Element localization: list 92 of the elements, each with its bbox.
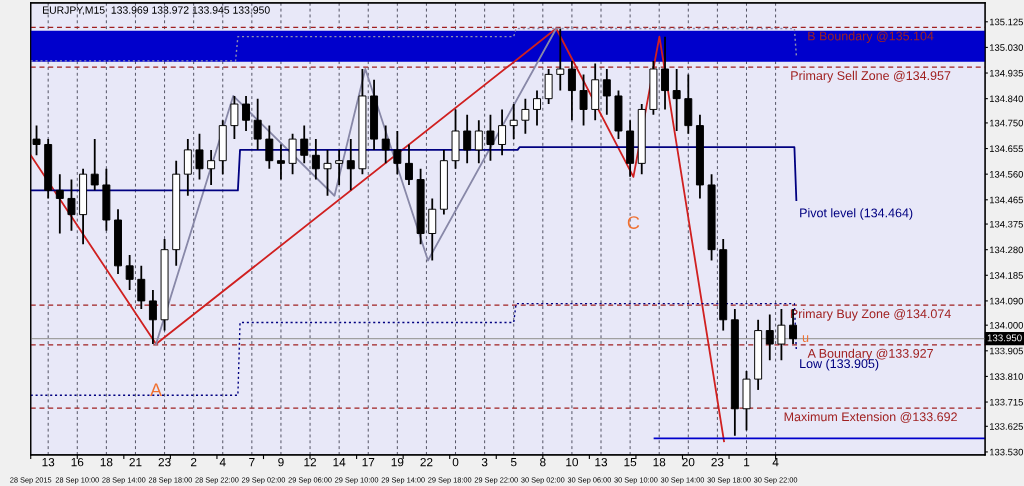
candlestick bbox=[672, 68, 681, 132]
candlestick bbox=[567, 59, 576, 122]
candlestick bbox=[404, 143, 413, 186]
candlestick bbox=[474, 119, 483, 165]
x2-tick-label: 2 bbox=[190, 457, 197, 467]
y-tick-label: 134.090 bbox=[989, 297, 1024, 305]
x2-tick-label: 16 bbox=[71, 457, 84, 467]
x2-tick-label: 4 bbox=[772, 458, 779, 467]
y-tick-label: 133.530 bbox=[989, 448, 1024, 456]
x2-tick-label: 13 bbox=[42, 457, 55, 467]
y-tick-label: 134.280 bbox=[989, 246, 1024, 254]
candlestick bbox=[137, 264, 146, 310]
x2-tick-label: 17 bbox=[362, 458, 375, 467]
x2-tick-label: 7 bbox=[249, 458, 255, 467]
candlestick bbox=[67, 178, 76, 232]
y-tick-label: 134.750 bbox=[989, 119, 1024, 127]
annotation: A bbox=[150, 383, 163, 396]
candlestick bbox=[311, 138, 320, 181]
candlestick bbox=[207, 148, 216, 186]
x2-tick-label: 1 bbox=[744, 458, 750, 467]
y-tick-label: 133.625 bbox=[989, 423, 1023, 430]
x2-tick-label: 4 bbox=[219, 458, 226, 467]
y-tick-label: 135.125 bbox=[989, 18, 1023, 26]
x2-tick-label: 19 bbox=[391, 457, 404, 467]
y-tick-label: 133.810 bbox=[989, 373, 1024, 380]
x2-tick-label: 8 bbox=[540, 457, 546, 467]
candlestick bbox=[393, 130, 402, 176]
candlestick bbox=[195, 132, 204, 181]
x2-tick-label: 22 bbox=[420, 457, 433, 467]
candlestick bbox=[323, 148, 332, 197]
x2-tick-label: 18 bbox=[100, 457, 113, 467]
series-label: Low (133.905) bbox=[800, 358, 879, 371]
y-tick-label: 134.465 bbox=[989, 196, 1023, 204]
candlestick bbox=[381, 124, 390, 165]
y-tick-label: 134.840 bbox=[989, 95, 1024, 103]
candlestick bbox=[230, 95, 239, 141]
x2-tick-label: 14 bbox=[333, 458, 346, 467]
candlestick bbox=[463, 113, 472, 165]
candlestick bbox=[498, 108, 507, 157]
candlestick bbox=[125, 254, 134, 292]
x2-tick-label: 13 bbox=[595, 457, 608, 467]
candlestick bbox=[556, 27, 565, 92]
x2-tick-label: 20 bbox=[682, 457, 695, 467]
candlestick bbox=[148, 289, 157, 345]
line-series bbox=[30, 146, 798, 201]
series-label: Pivot level (134.464) bbox=[800, 208, 913, 220]
x2-tick-label: 18 bbox=[653, 457, 666, 467]
x2-tick-label: 21 bbox=[129, 457, 142, 467]
candlestick bbox=[533, 89, 541, 127]
y-tick-label: 134.935 bbox=[989, 69, 1023, 77]
candlestick bbox=[276, 143, 285, 181]
x2-tick-label: 9 bbox=[278, 457, 284, 467]
y-tick-label: 133.905 bbox=[989, 347, 1023, 355]
x2-tick-label: 23 bbox=[158, 457, 171, 467]
candlestick bbox=[765, 313, 774, 362]
y-tick-label: 134.000 bbox=[989, 322, 1024, 329]
x2-tick-label: 15 bbox=[624, 458, 637, 467]
y-tick-label: 134.375 bbox=[989, 220, 1023, 228]
y-tick-label: 135.030 bbox=[989, 44, 1024, 51]
candlestick bbox=[265, 124, 274, 170]
candlestick bbox=[90, 138, 99, 192]
candlestick bbox=[777, 308, 786, 362]
y-tick-label: 134.655 bbox=[989, 145, 1023, 153]
y-tick-label: 134.560 bbox=[989, 170, 1024, 178]
x2-tick-label: 12 bbox=[304, 457, 317, 467]
ref-line-label: 133.950 bbox=[987, 334, 1022, 342]
candlestick bbox=[300, 124, 309, 165]
candlestick bbox=[335, 148, 344, 186]
x2-tick-label: 0 bbox=[452, 457, 459, 467]
annotation: C bbox=[627, 216, 640, 229]
ref-line-label: B Boundary @135.104 bbox=[808, 31, 934, 43]
chart-title: EURJPY,M15 133.969 133.972 133.945 133.950 bbox=[43, 6, 270, 15]
annotation: u bbox=[802, 335, 809, 343]
x2-tick-label: 5 bbox=[510, 458, 517, 467]
candlestick bbox=[242, 95, 251, 132]
x2-tick-label: 23 bbox=[711, 457, 724, 467]
candlestick bbox=[55, 173, 64, 235]
candlestick bbox=[521, 97, 530, 135]
candlestick bbox=[602, 68, 611, 116]
x2-tick-label: 10 bbox=[566, 457, 579, 467]
candlestick bbox=[253, 97, 262, 151]
candlestick bbox=[509, 103, 518, 141]
ref-line-label: Maximum Extension @133.692 bbox=[784, 412, 957, 423]
candlestick bbox=[661, 35, 670, 111]
candlestick bbox=[579, 73, 588, 127]
y-tick-label: 133.715 bbox=[989, 398, 1023, 406]
ref-line-label: Primary Sell Zone @134.957 bbox=[791, 70, 951, 83]
candlestick bbox=[346, 138, 355, 192]
x2-tick-label: 3 bbox=[481, 457, 488, 467]
candlestick bbox=[486, 113, 495, 162]
y-tick-label: 134.185 bbox=[989, 272, 1023, 279]
line-series bbox=[30, 27, 725, 443]
